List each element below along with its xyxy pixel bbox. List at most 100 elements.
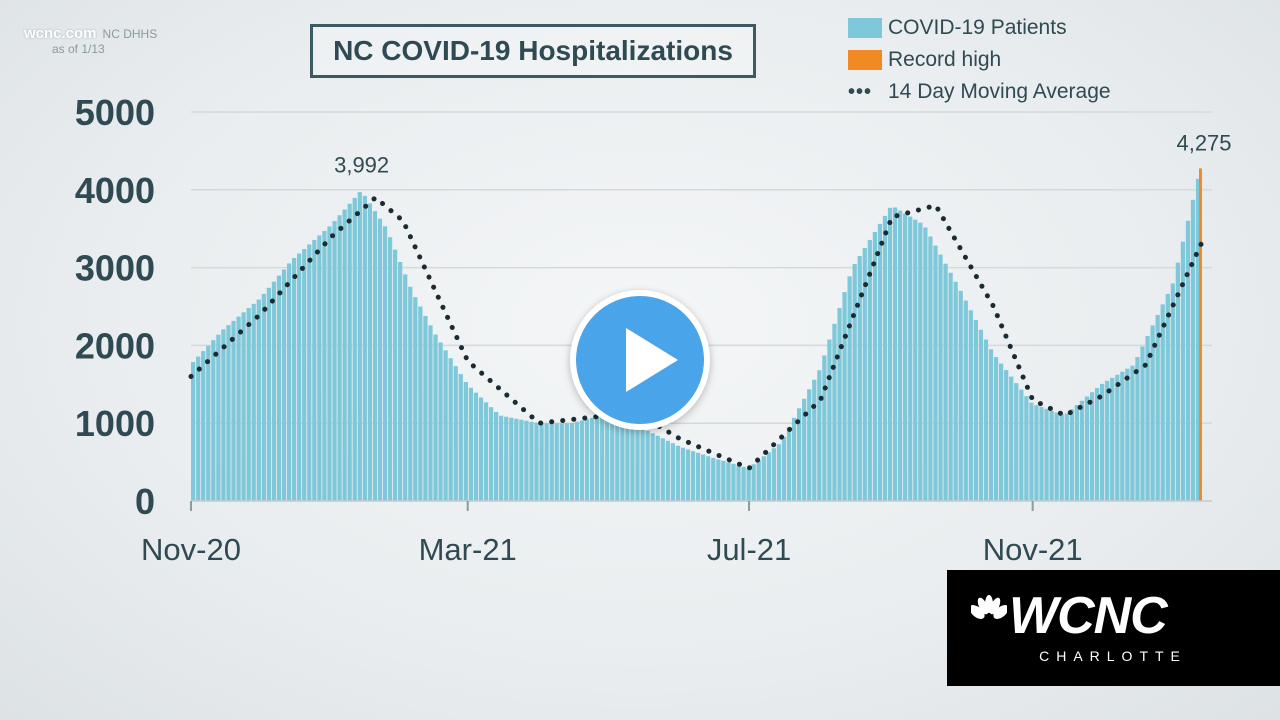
bar bbox=[963, 300, 968, 501]
y-tick-label: 1000 bbox=[75, 403, 155, 444]
bar bbox=[610, 415, 615, 501]
bar bbox=[292, 257, 297, 501]
bar bbox=[1100, 383, 1105, 501]
bar bbox=[741, 466, 746, 501]
bar bbox=[1110, 377, 1115, 501]
bar bbox=[918, 222, 923, 501]
bar bbox=[281, 269, 287, 501]
y-tick-label: 0 bbox=[135, 481, 155, 522]
bar bbox=[529, 421, 534, 501]
play-button[interactable] bbox=[570, 290, 710, 430]
bar bbox=[448, 358, 453, 501]
x-tick-label: Jul-21 bbox=[707, 532, 791, 567]
bar bbox=[892, 207, 898, 502]
bar bbox=[615, 417, 620, 501]
bar bbox=[645, 430, 650, 501]
bar bbox=[549, 423, 554, 501]
legend-swatch-patients bbox=[848, 18, 882, 38]
legend-item-record: Record high bbox=[848, 44, 1111, 76]
y-tick-label: 2000 bbox=[75, 325, 155, 366]
bar bbox=[857, 255, 862, 501]
bar bbox=[201, 351, 206, 501]
bar bbox=[781, 436, 787, 501]
bar bbox=[842, 292, 847, 501]
bar bbox=[1150, 325, 1155, 501]
bar bbox=[352, 197, 357, 502]
bar bbox=[398, 261, 403, 501]
bar bbox=[1195, 178, 1201, 501]
legend-item-average: ••• 14 Day Moving Average bbox=[848, 76, 1111, 108]
bar bbox=[433, 334, 438, 501]
bar bbox=[696, 452, 701, 501]
bar bbox=[731, 463, 736, 501]
bar bbox=[413, 297, 418, 501]
bar bbox=[867, 239, 872, 501]
bar bbox=[701, 454, 706, 501]
bar bbox=[928, 236, 933, 501]
bar bbox=[1180, 241, 1186, 501]
legend-swatch-average: ••• bbox=[848, 81, 873, 103]
bar bbox=[478, 397, 484, 501]
bar bbox=[564, 423, 569, 501]
bar bbox=[595, 416, 600, 501]
y-tick-label: 4000 bbox=[75, 170, 155, 211]
bar bbox=[832, 323, 837, 501]
x-tick-label: Nov-20 bbox=[141, 532, 241, 567]
bar bbox=[968, 310, 973, 501]
bar bbox=[337, 215, 342, 501]
bar bbox=[791, 417, 797, 501]
bar bbox=[1039, 407, 1044, 501]
bar bbox=[1185, 220, 1191, 501]
bar bbox=[554, 423, 559, 501]
record-high-bar bbox=[1199, 168, 1202, 501]
bar bbox=[761, 456, 766, 501]
bar bbox=[1024, 396, 1029, 501]
bar bbox=[514, 418, 519, 501]
bar bbox=[635, 425, 640, 501]
site-watermark: wcnc.com bbox=[24, 25, 97, 42]
bar bbox=[903, 213, 908, 501]
bar bbox=[882, 215, 888, 502]
legend-swatch-record bbox=[848, 50, 882, 70]
bar bbox=[1079, 400, 1085, 501]
bar bbox=[650, 433, 655, 501]
x-tick-label: Nov-21 bbox=[983, 532, 1083, 567]
bar bbox=[1155, 314, 1160, 501]
bar bbox=[1120, 371, 1125, 501]
bar bbox=[1130, 365, 1135, 501]
bar bbox=[1004, 370, 1009, 501]
bar bbox=[317, 235, 322, 501]
bar bbox=[706, 456, 711, 501]
bar bbox=[191, 362, 196, 501]
bar bbox=[297, 253, 302, 501]
bar bbox=[236, 316, 241, 501]
bar bbox=[685, 449, 691, 501]
bar bbox=[539, 423, 544, 501]
bar bbox=[847, 276, 852, 501]
bar bbox=[605, 414, 610, 501]
bar bbox=[908, 216, 913, 501]
logo-name: WCNC bbox=[1009, 587, 1168, 645]
bar bbox=[494, 412, 499, 501]
bar bbox=[958, 290, 963, 501]
bar bbox=[786, 427, 792, 501]
legend-label-patients: COVID-19 Patients bbox=[888, 16, 1067, 39]
bar bbox=[423, 315, 428, 501]
bar bbox=[1084, 396, 1090, 501]
as-of-line: as of 1/13 bbox=[52, 42, 105, 56]
bar bbox=[852, 263, 857, 501]
bar bbox=[771, 448, 776, 501]
bar bbox=[1140, 346, 1145, 501]
bar bbox=[332, 221, 337, 501]
bar bbox=[690, 451, 696, 501]
bar bbox=[948, 272, 953, 501]
chart-title: NC COVID-19 Hospitalizations bbox=[310, 24, 756, 78]
bar bbox=[403, 274, 408, 501]
x-tick-label: Mar-21 bbox=[419, 532, 517, 567]
bar bbox=[665, 440, 670, 501]
bar bbox=[827, 339, 832, 501]
bar bbox=[630, 423, 635, 501]
bar bbox=[933, 245, 938, 501]
bar bbox=[418, 306, 423, 501]
